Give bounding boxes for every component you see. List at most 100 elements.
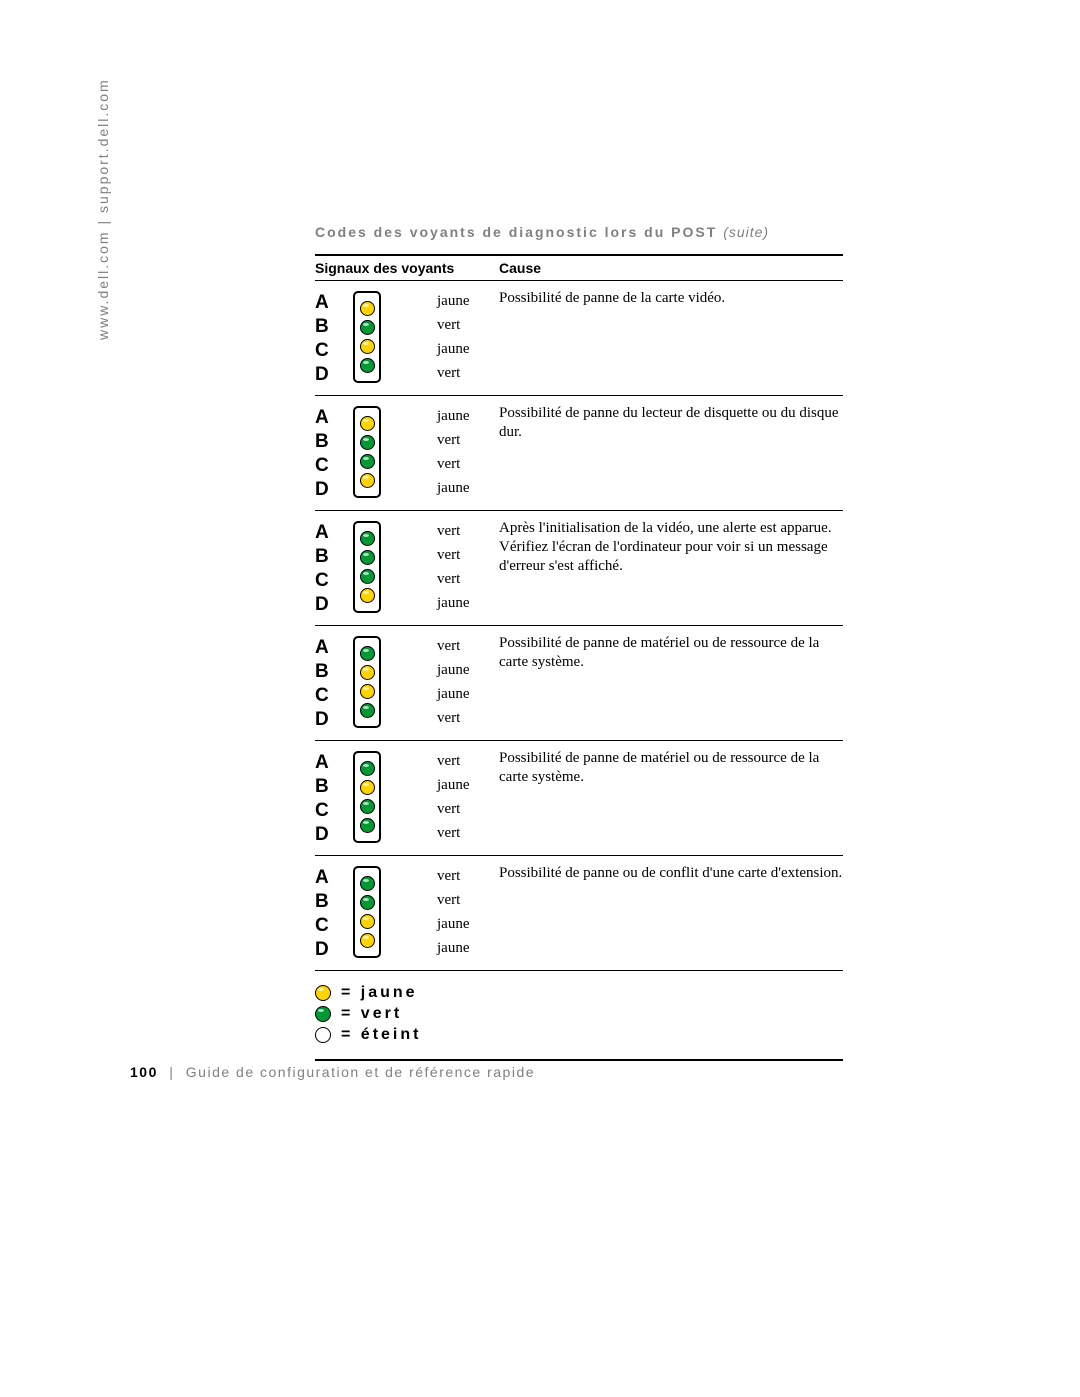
light-vert <box>360 320 375 335</box>
cause-text: Après l'initialisation de la vidéo, une … <box>499 517 843 617</box>
row-letters: ABCD <box>315 402 353 502</box>
color-labels: jaunevertjaunevert <box>381 287 499 387</box>
light-jaune <box>360 914 375 929</box>
color-label: vert <box>437 543 499 567</box>
table-row: ABCDjaunevertjaunevertPossibilité de pan… <box>315 281 843 396</box>
footer-separator: | <box>169 1064 174 1080</box>
letter-label: A <box>315 291 353 315</box>
color-label: jaune <box>437 658 499 682</box>
color-label: jaune <box>437 773 499 797</box>
legend-row: = jaune <box>315 984 843 1002</box>
legend-label: = jaune <box>341 984 418 1002</box>
light-jaune <box>360 588 375 603</box>
color-label: jaune <box>437 476 499 500</box>
letter-label: C <box>315 454 353 478</box>
color-label: vert <box>437 519 499 543</box>
side-url-text: www.dell.com | support.dell.com <box>95 78 111 340</box>
color-label: jaune <box>437 936 499 960</box>
color-label: vert <box>437 888 499 912</box>
legend-row: = éteint <box>315 1026 843 1044</box>
color-label: jaune <box>437 912 499 936</box>
color-label: jaune <box>437 591 499 615</box>
letter-label: A <box>315 521 353 545</box>
letter-label: A <box>315 636 353 660</box>
color-label: vert <box>437 634 499 658</box>
light-vert <box>360 531 375 546</box>
light-jaune <box>360 780 375 795</box>
letter-label: C <box>315 684 353 708</box>
cause-text: Possibilité de panne de matériel ou de r… <box>499 747 843 847</box>
legend: = jaune = vert = éteint <box>315 971 843 1061</box>
header-cause: Cause <box>499 260 843 276</box>
light-jaune <box>360 339 375 354</box>
letter-label: D <box>315 593 353 617</box>
color-label: vert <box>437 567 499 591</box>
lights-box <box>353 866 381 958</box>
light-vert <box>360 761 375 776</box>
lights-box <box>353 636 381 728</box>
letter-label: D <box>315 938 353 962</box>
lights-box <box>353 291 381 383</box>
light-jaune <box>360 933 375 948</box>
color-label: vert <box>437 313 499 337</box>
letter-label: C <box>315 799 353 823</box>
color-labels: vertjaunejaunevert <box>381 632 499 732</box>
color-label: jaune <box>437 289 499 313</box>
legend-label: = éteint <box>341 1026 421 1044</box>
title-main: Codes des voyants de diagnostic lors du … <box>315 224 717 240</box>
color-label: vert <box>437 864 499 888</box>
light-vert <box>360 703 375 718</box>
row-letters: ABCD <box>315 287 353 387</box>
letter-label: A <box>315 866 353 890</box>
row-letters: ABCD <box>315 632 353 732</box>
light-jaune <box>360 416 375 431</box>
letter-label: D <box>315 823 353 847</box>
page-number: 100 <box>130 1064 158 1080</box>
light-vert <box>360 569 375 584</box>
cause-text: Possibilité de panne de matériel ou de r… <box>499 632 843 732</box>
table-body: ABCDjaunevertjaunevertPossibilité de pan… <box>315 281 843 971</box>
letter-label: D <box>315 478 353 502</box>
table-row: ABCDvertjaunevertvertPossibilité de pann… <box>315 741 843 856</box>
color-label: vert <box>437 706 499 730</box>
light-vert <box>360 876 375 891</box>
light-jaune <box>360 665 375 680</box>
light-vert <box>360 550 375 565</box>
letter-label: A <box>315 406 353 430</box>
light-jaune <box>360 473 375 488</box>
letter-label: D <box>315 708 353 732</box>
cause-text: Possibilité de panne du lecteur de disqu… <box>499 402 843 502</box>
light-vert <box>360 799 375 814</box>
legend-row: = vert <box>315 1005 843 1023</box>
lights-box <box>353 751 381 843</box>
table-row: ABCDjaunevertvertjaunePossibilité de pan… <box>315 396 843 511</box>
color-labels: vertjaunevertvert <box>381 747 499 847</box>
footer-text: Guide de configuration et de référence r… <box>186 1064 535 1080</box>
letter-label: B <box>315 430 353 454</box>
color-label: vert <box>437 452 499 476</box>
table-row: ABCDvertjaunejaunevertPossibilité de pan… <box>315 626 843 741</box>
table-row: ABCDvertvertvertjauneAprès l'initialisat… <box>315 511 843 626</box>
letter-label: C <box>315 569 353 593</box>
lights-box <box>353 521 381 613</box>
letter-label: B <box>315 660 353 684</box>
color-label: vert <box>437 749 499 773</box>
legend-label: = vert <box>341 1005 402 1023</box>
light-vert <box>315 1006 331 1022</box>
color-label: vert <box>437 428 499 452</box>
color-label: vert <box>437 797 499 821</box>
light-jaune <box>360 301 375 316</box>
cause-text: Possibilité de panne ou de conflit d'une… <box>499 862 843 962</box>
content-area: Codes des voyants de diagnostic lors du … <box>315 224 843 1061</box>
row-letters: ABCD <box>315 862 353 962</box>
letter-label: B <box>315 890 353 914</box>
header-signals: Signaux des voyants <box>315 260 499 276</box>
letter-label: B <box>315 545 353 569</box>
light-vert <box>360 818 375 833</box>
table-header: Signaux des voyants Cause <box>315 254 843 281</box>
table-row: ABCDvertvertjaunejaunePossibilité de pan… <box>315 856 843 971</box>
letter-label: C <box>315 914 353 938</box>
letter-label: C <box>315 339 353 363</box>
light-vert <box>360 358 375 373</box>
light-vert <box>360 454 375 469</box>
